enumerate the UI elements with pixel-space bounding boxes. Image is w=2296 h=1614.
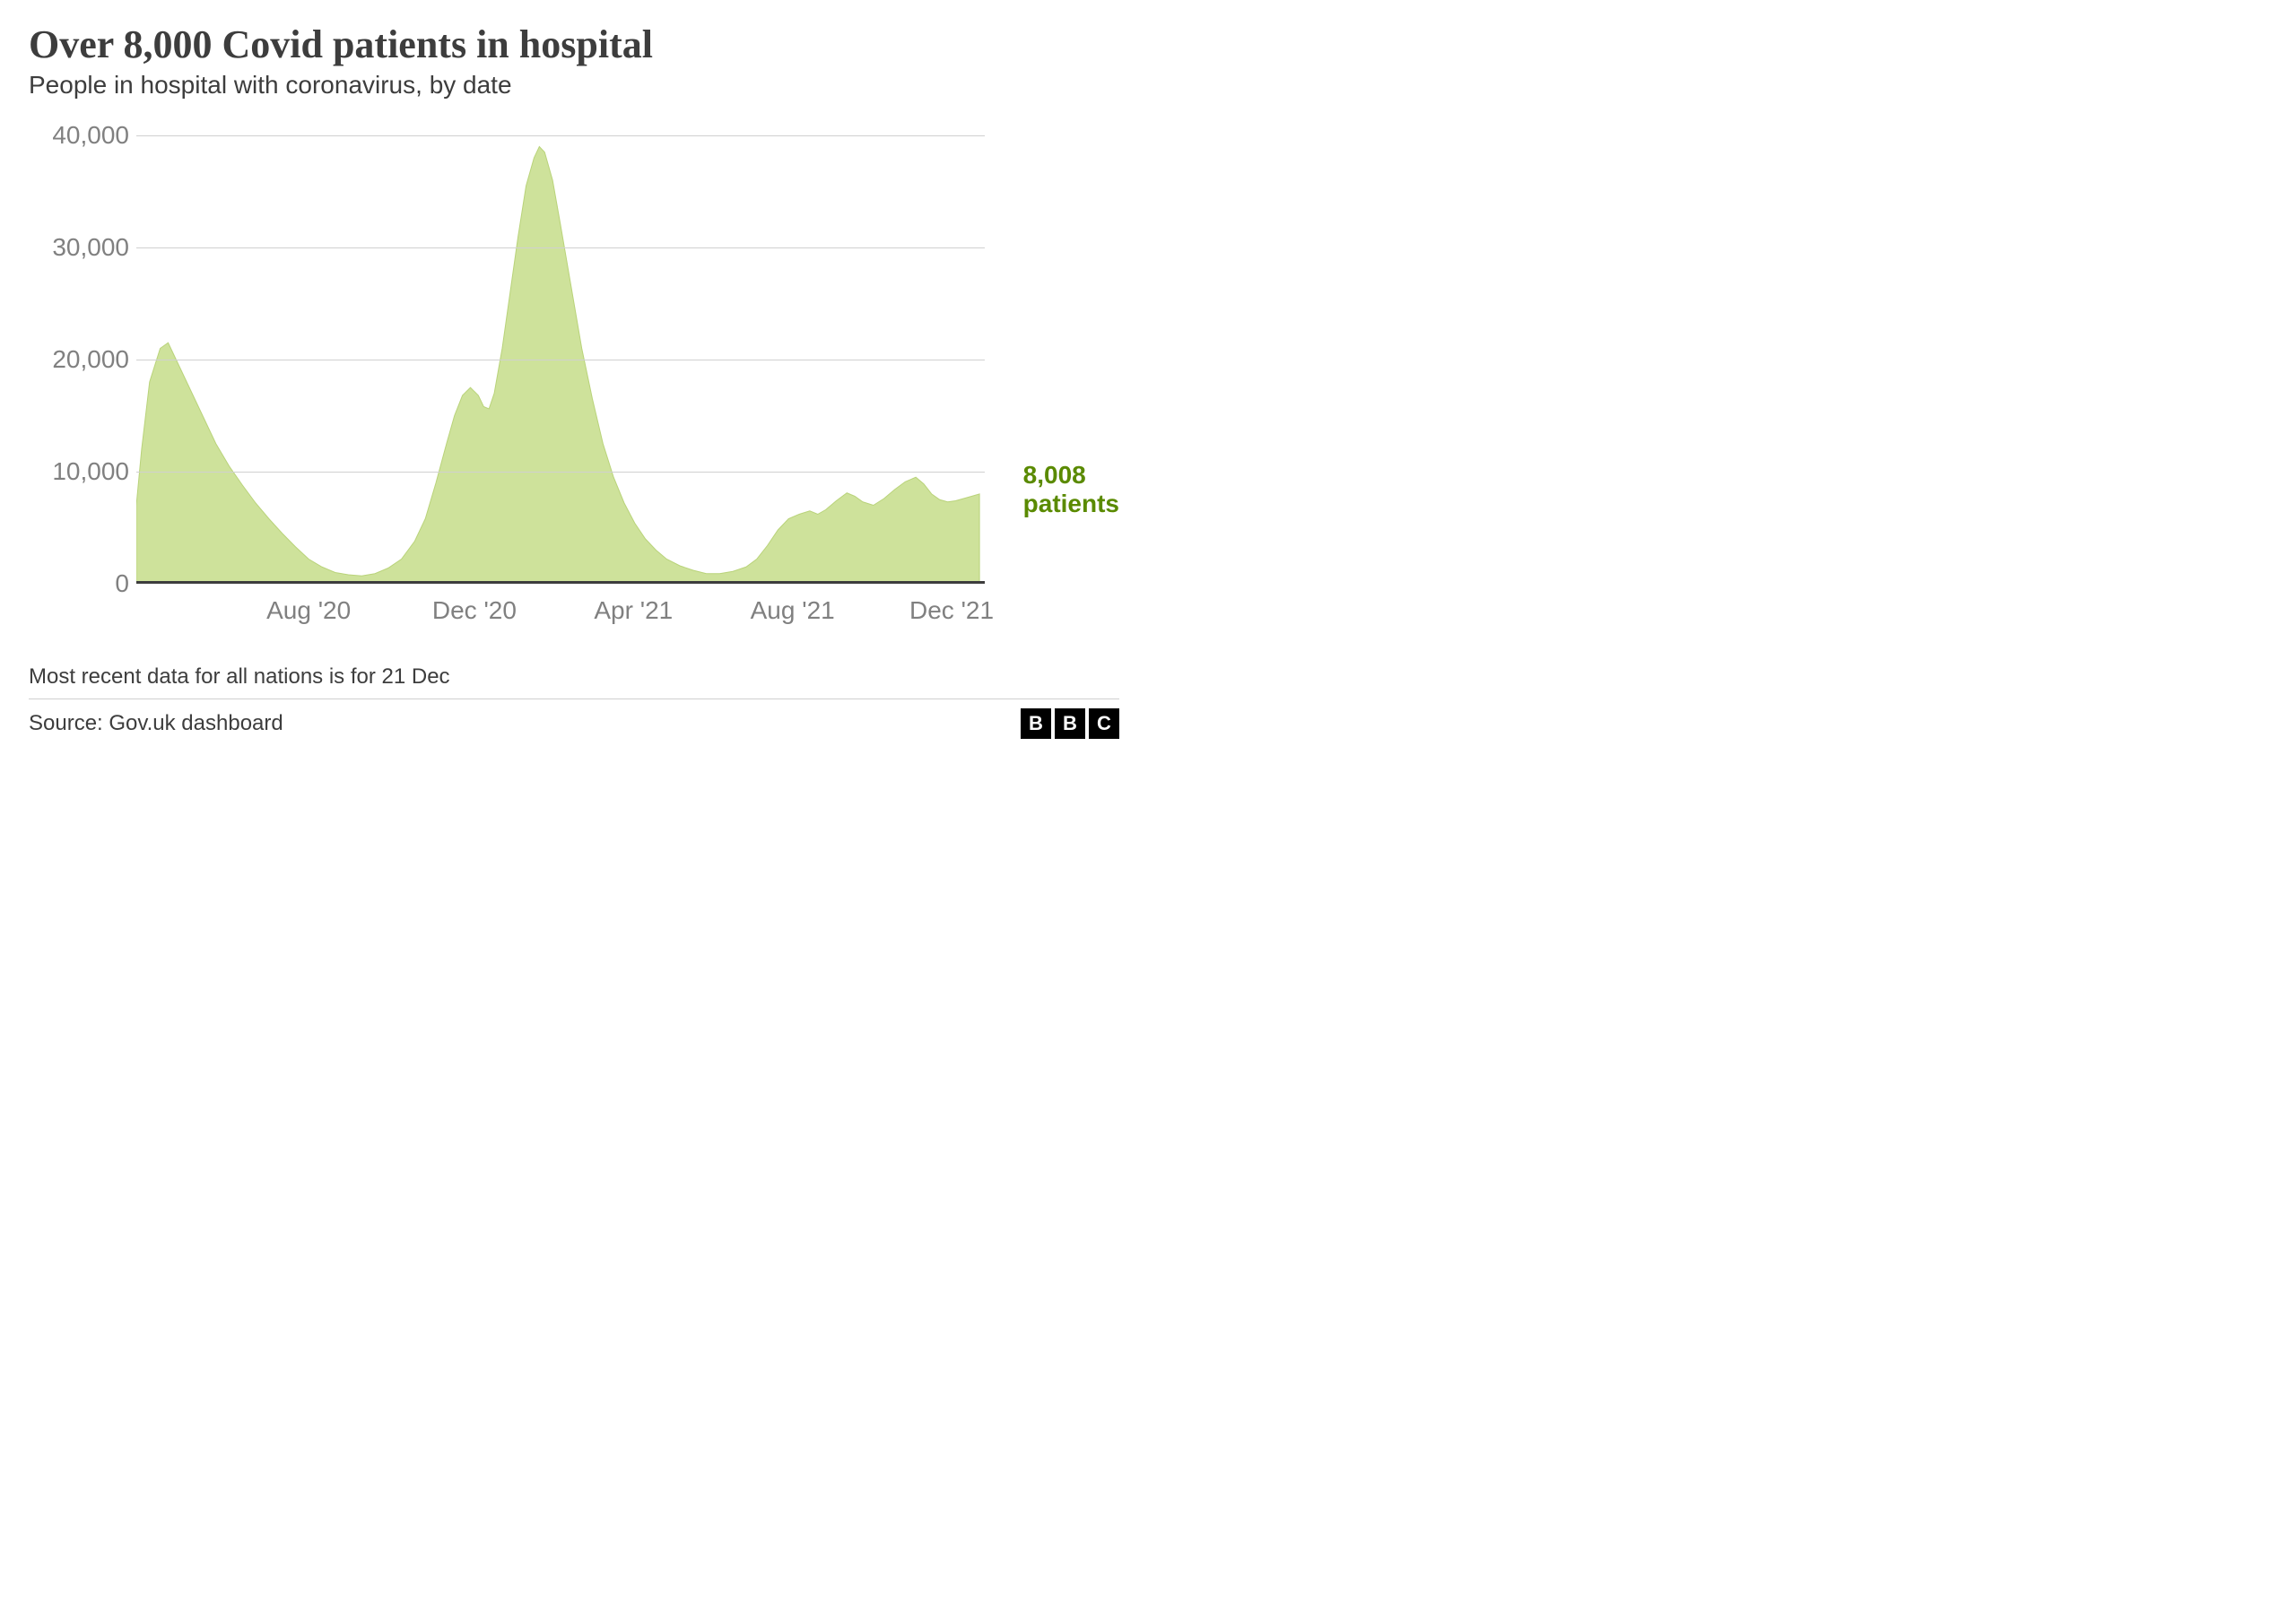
y-tick-label: 40,000 [52,121,129,150]
y-tick-label: 20,000 [52,345,129,374]
plot-region [136,135,985,584]
y-tick-label: 0 [115,569,129,598]
x-tick-label: Aug '20 [266,596,351,625]
chart-source: Source: Gov.uk dashboard [29,711,283,736]
x-tick-label: Dec '21 [909,596,994,625]
y-axis-labels: 010,00020,00030,00040,000 [29,135,136,584]
chart-footnote: Most recent data for all nations is for … [29,664,1119,690]
gridline [136,135,985,136]
final-value-annotation: 8,008 patients [1023,461,1119,518]
bbc-logo-block: B [1055,708,1085,739]
chart-area: 010,00020,00030,00040,000 Aug '20Dec '20… [29,135,1119,638]
x-tick-label: Apr '21 [594,596,673,625]
x-tick-label: Aug '21 [751,596,835,625]
chart-subtitle: People in hospital with coronavirus, by … [29,71,1119,100]
x-axis-baseline [136,581,985,584]
gridline [136,247,985,248]
gridline [136,472,985,473]
chart-footer: Source: Gov.uk dashboard BBC [29,699,1119,739]
chart-title: Over 8,000 Covid patients in hospital [29,22,1119,67]
annotation-value: 8,008 [1023,461,1119,490]
bbc-logo-block: C [1089,708,1119,739]
bbc-logo-block: B [1021,708,1051,739]
x-axis-labels: Aug '20Dec '20Apr '21Aug '21Dec '21 [136,587,985,638]
y-tick-label: 30,000 [52,233,129,262]
y-tick-label: 10,000 [52,457,129,486]
bbc-logo: BBC [1021,708,1119,739]
annotation-label: patients [1023,490,1119,518]
x-tick-label: Dec '20 [432,596,517,625]
